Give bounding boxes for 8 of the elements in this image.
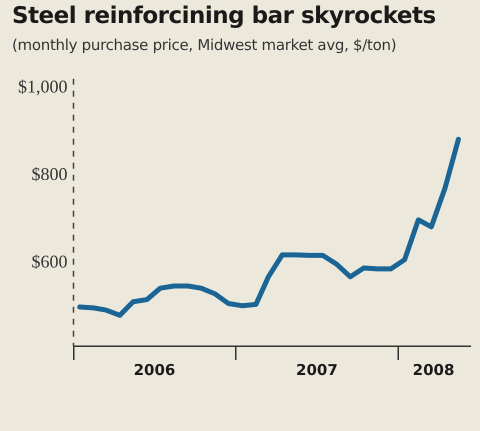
chart-subtitle: (monthly purchase price, Midwest market avg, $/ton) [12, 36, 396, 54]
y-tick-label: $1,000 [18, 76, 68, 96]
chart-title: Steel reinforcining bar skyrockets [12, 3, 436, 29]
y-tick-label: $600 [32, 252, 68, 272]
x-tick-label: 2008 [412, 360, 454, 379]
x-tick-label: 2007 [296, 360, 338, 379]
y-tick-label: $800 [32, 164, 68, 184]
x-tick-label: 2006 [134, 360, 176, 379]
